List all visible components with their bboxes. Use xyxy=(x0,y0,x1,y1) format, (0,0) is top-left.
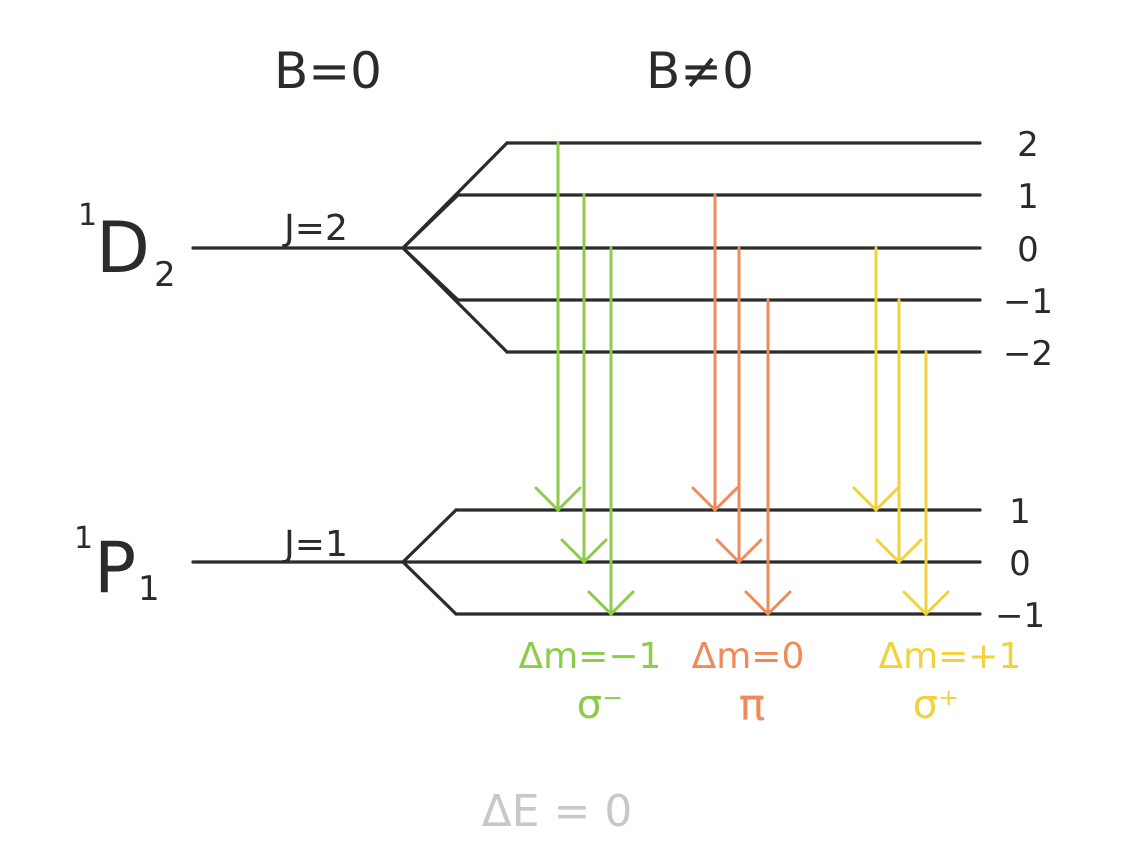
transition-arrows xyxy=(536,143,948,614)
lower-j-label: J=1 xyxy=(282,524,348,565)
transition-arrow xyxy=(589,248,633,614)
transition-arrow xyxy=(877,300,921,562)
upper-m-label: 1 xyxy=(1017,177,1039,217)
sigma-minus-label: σ⁻ xyxy=(577,682,623,728)
lower-term-symbol: 1 P 1 xyxy=(74,521,160,609)
upper-term-letter: D xyxy=(96,207,150,289)
lower-fan-line xyxy=(403,562,456,614)
upper-m-label: 0 xyxy=(1017,230,1039,270)
sigma-plus-arrows xyxy=(854,248,948,614)
lower-fan-line xyxy=(403,510,456,562)
energy-note: ΔE = 0 xyxy=(482,786,633,837)
sigma-plus-label: σ⁺ xyxy=(913,682,959,728)
upper-fan-line xyxy=(403,195,458,248)
transition-arrow xyxy=(904,352,948,614)
lower-term-letter: P xyxy=(94,527,136,609)
sigma-minus-arrows xyxy=(536,143,633,614)
pi-arrows xyxy=(693,195,790,614)
pi-label: π xyxy=(739,680,766,731)
transition-arrow xyxy=(536,143,580,510)
header-b-nonzero: B≠0 xyxy=(646,42,754,100)
upper-m-label: 2 xyxy=(1017,125,1039,165)
upper-j-label: J=2 xyxy=(282,208,348,249)
upper-term-symbol: 1 D 2 xyxy=(78,198,176,295)
transition-arrow xyxy=(746,300,790,614)
lower-term-sub: 1 xyxy=(138,569,160,609)
transition-arrow xyxy=(717,248,761,562)
sigma-plus-delta-label: Δm=+1 xyxy=(879,636,1022,677)
upper-m-label: −1 xyxy=(1003,282,1053,322)
header-b-zero: B=0 xyxy=(274,42,382,100)
lower-term-sup: 1 xyxy=(74,521,93,556)
transition-arrow xyxy=(562,195,606,562)
pi-delta-label: Δm=0 xyxy=(692,636,805,677)
lower-m-label: 0 xyxy=(1009,544,1031,584)
lower-m-label: −1 xyxy=(995,596,1045,636)
lower-m-label: 1 xyxy=(1009,492,1031,532)
upper-m-label: −2 xyxy=(1003,334,1053,374)
sigma-minus-delta-label: Δm=−1 xyxy=(519,636,662,677)
upper-term-sub: 2 xyxy=(154,255,176,295)
transition-arrow xyxy=(854,248,898,510)
sublevel-labels: 2 1 0 −1 −2 1 0 −1 xyxy=(995,125,1053,636)
upper-term-sup: 1 xyxy=(78,198,97,233)
